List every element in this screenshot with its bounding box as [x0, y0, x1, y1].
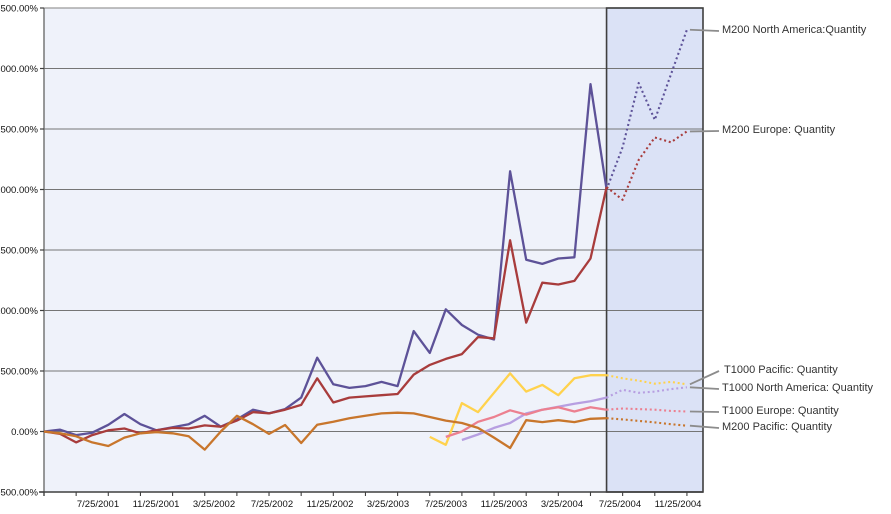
- y-axis-label: 500.00%: [0, 367, 38, 378]
- x-axis-label: 3/25/2004: [541, 499, 583, 510]
- x-axis-label: 3/25/2002: [193, 499, 235, 510]
- x-axis-label: 3/25/2003: [367, 499, 409, 510]
- series-label-t1000-pacific: T1000 Pacific: Quantity: [724, 364, 838, 376]
- label-leader-line-0: [689, 28, 720, 32]
- series-forecast-line-3: [606, 386, 688, 399]
- y-axis-label: 1000.00%: [0, 306, 39, 317]
- y-axis-label: -500.00%: [0, 488, 39, 499]
- label-leader-line-3: [689, 386, 720, 390]
- label-leader-line-5: [689, 424, 720, 429]
- x-axis-label: 11/25/2003: [481, 499, 528, 510]
- series-history-line-1: [43, 186, 608, 444]
- label-leader-line-2: [689, 370, 720, 386]
- x-axis-label: 7/25/2003: [425, 499, 467, 510]
- series-forecast-line-0: [605, 29, 688, 190]
- x-axis-label: 11/25/2002: [307, 499, 354, 510]
- series-label-t1000-north-america: T1000 North America: Quantity: [722, 382, 874, 394]
- series-label-t1000-europe: T1000 Europe: Quantity: [722, 405, 839, 417]
- y-axis-label: 3000.00%: [0, 64, 39, 75]
- x-axis-label: 7/25/2002: [251, 499, 293, 510]
- series-forecast-line-4: [606, 407, 687, 413]
- y-axis-label: 3500.00%: [0, 4, 39, 15]
- series-label-m200-north-america: M200 North America:Quantity: [722, 24, 867, 36]
- series-label-m200-pacific: M200 Pacific: Quantity: [722, 421, 833, 433]
- y-axis-label: 1500.00%: [0, 246, 39, 257]
- series-history-line-2: [429, 372, 607, 446]
- series-forecast-line-1: [605, 130, 688, 201]
- x-axis-label: 11/25/2001: [133, 499, 180, 510]
- x-axis-label: 7/25/2001: [77, 499, 119, 510]
- series-label-m200-europe: M200 Europe: Quantity: [722, 124, 836, 136]
- y-axis-label: 2000.00%: [0, 185, 39, 196]
- series-forecast-line-5: [606, 417, 687, 427]
- series-history-line-5: [43, 411, 607, 451]
- y-axis-label: 0.00%: [11, 427, 38, 438]
- series-history-line-4: [445, 406, 607, 438]
- x-axis-label: 11/25/2004: [655, 499, 702, 510]
- x-axis-label: 7/25/2004: [599, 499, 641, 510]
- series-forecast-line-2: [606, 374, 688, 386]
- y-axis-label: 2500.00%: [0, 125, 39, 136]
- series-history-line-0: [43, 83, 608, 437]
